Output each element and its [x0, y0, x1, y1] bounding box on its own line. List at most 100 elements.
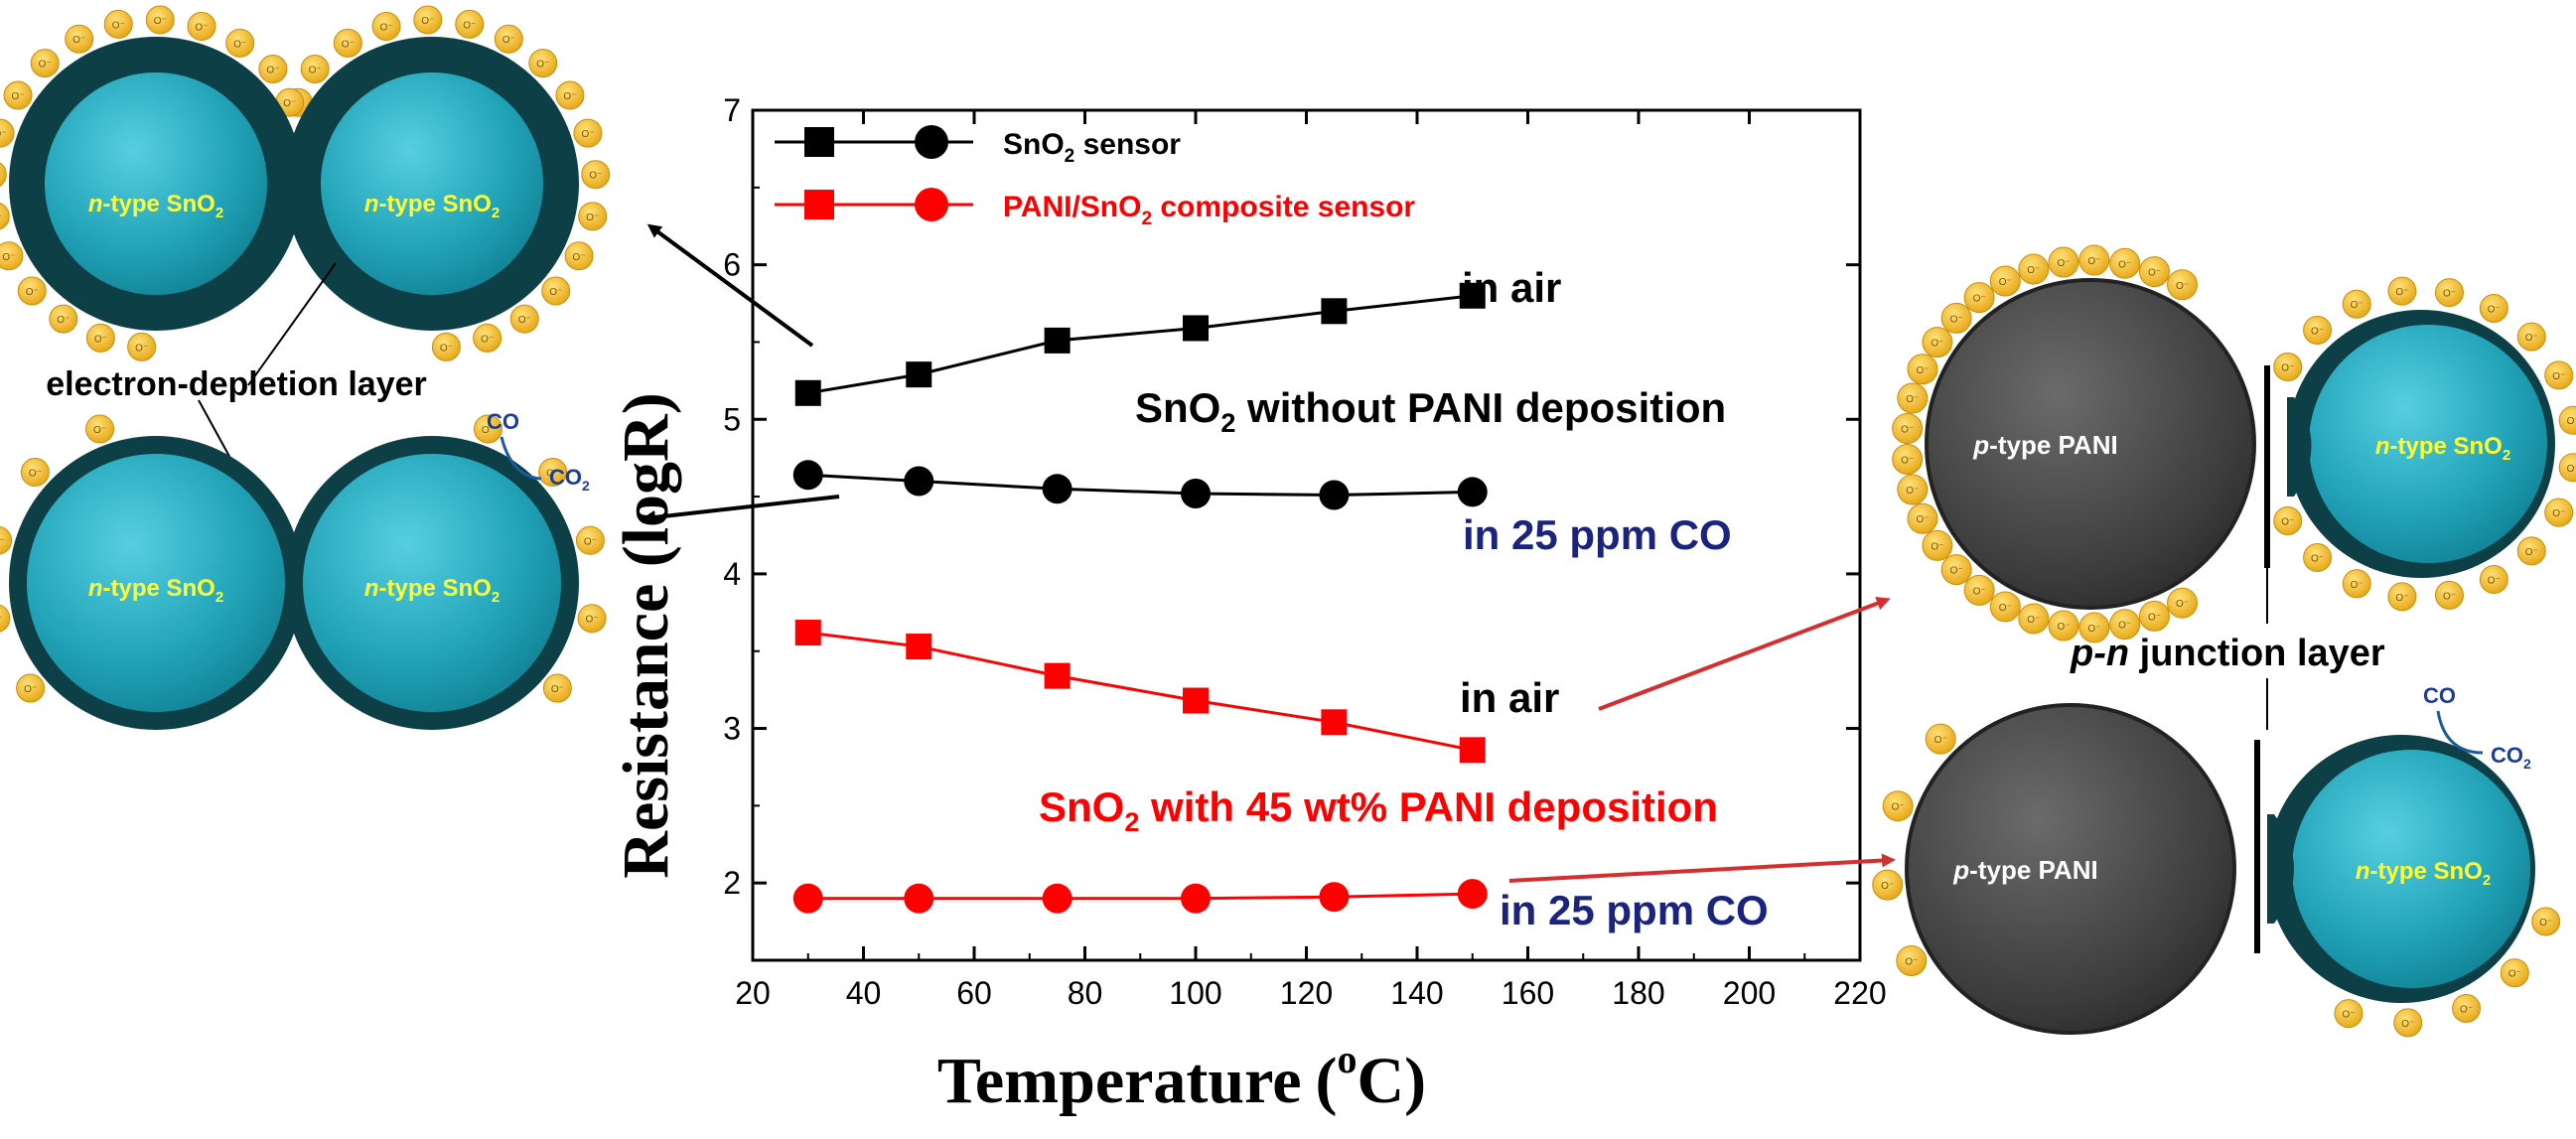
- oxygen-ion: [578, 202, 608, 231]
- oxygen-ion-label: O⁻: [536, 60, 549, 71]
- oxygen-ion-label: O⁻: [2401, 1019, 2414, 1030]
- y-axis-title: Resistance (logR): [610, 392, 682, 878]
- series-line-2: [807, 631, 1474, 752]
- oxygen-ion: [509, 304, 539, 334]
- series-line-3: [807, 892, 1473, 901]
- data-point: [1459, 282, 1486, 309]
- oxygen-ion-label: O⁻: [1901, 455, 1914, 466]
- series-line-1: [807, 473, 1473, 498]
- oxygen-ion: [2273, 506, 2303, 535]
- oxygen-ion: [1940, 554, 1972, 586]
- oxygen-ion-label: O⁻: [0, 129, 7, 140]
- oxygen-ion-label: O⁻: [112, 20, 125, 31]
- particle-label: n-type SnO2: [364, 191, 500, 221]
- oxygen-ion-label: O⁻: [2027, 265, 2040, 276]
- data-point: [1042, 883, 1073, 914]
- oxygen-ion: [1925, 723, 1956, 755]
- particle-label: n-type SnO2: [2356, 858, 2491, 889]
- oxygen-ion: [49, 304, 78, 334]
- oxygen-ion: [0, 525, 13, 555]
- oxygen-ion-label: O⁻: [2281, 517, 2294, 528]
- oxygen-ion-label: O⁻: [2351, 580, 2363, 591]
- oxygen-ion: [2334, 999, 2363, 1029]
- oxygen-ion-label: O⁻: [1892, 802, 1905, 813]
- oxygen-ion-label: O⁻: [24, 684, 37, 695]
- oxygen-ion-label: O⁻: [2027, 615, 2040, 626]
- left-bottom-particle-1: n-type SnO2: [9, 436, 303, 730]
- data-point: [904, 883, 934, 914]
- co-label: CO: [2423, 683, 2456, 708]
- oxygen-ion-label: O⁻: [440, 343, 453, 354]
- oxygen-ion-label: O⁻: [26, 287, 39, 298]
- co2-label: CO2: [2491, 743, 2531, 772]
- oxygen-ion-label: O⁻: [94, 334, 107, 345]
- callout-arrow-pani-air: [1598, 597, 1891, 711]
- oxygen-ion: [1989, 265, 2021, 297]
- oxygen-ion: [258, 55, 288, 84]
- oxygen-ion: [30, 49, 60, 78]
- oxygen-ion: [2393, 1008, 2423, 1038]
- left-top-particle-1: n-type SnO2: [9, 37, 303, 331]
- x-tick-label: 180: [1612, 975, 1664, 1011]
- oxygen-ion-label: O⁻: [72, 35, 85, 46]
- co-reaction-path: [2436, 710, 2484, 755]
- oxygen-ion: [541, 276, 571, 306]
- data-point: [1321, 298, 1348, 325]
- oxygen-ion-label: O⁻: [12, 91, 25, 102]
- x-axis-ticks: 20 40 60 80 100 120 140 160 180 200 220: [735, 110, 1887, 1011]
- data-point: [906, 634, 932, 660]
- oxygen-ion-label: O⁻: [1905, 957, 1918, 968]
- x-axis-title: Temperature (oC): [937, 1037, 1426, 1117]
- oxygen-ion: [1989, 591, 2021, 623]
- oxygen-ion-label: O⁻: [589, 171, 602, 182]
- oxygen-ion: [2167, 587, 2198, 619]
- legend-label-pani: PANI/SnO2 composite sensor: [1003, 191, 1415, 229]
- data-point: [794, 379, 821, 406]
- left-co-reaction: CO CO2: [487, 409, 590, 494]
- right-top-sno2-particle: n-type SnO2: [2287, 310, 2555, 578]
- x-tick-label: 200: [1723, 975, 1776, 1011]
- data-point: [1457, 879, 1488, 910]
- oxygen-ion: [0, 241, 24, 271]
- oxygen-ion-label: O⁻: [1973, 294, 1986, 305]
- oxygen-ion: [2048, 610, 2079, 641]
- oxygen-ion-label: O⁻: [584, 536, 597, 547]
- oxygen-ion-label: O⁻: [2118, 259, 2131, 270]
- oxygen-ion-label: O⁻: [2443, 289, 2456, 300]
- oxygen-ion-label: O⁻: [2, 252, 15, 263]
- right-bottom-pani-particle: p-type PANI: [1905, 703, 2236, 1035]
- y-tick-label: 2: [723, 865, 741, 901]
- oxygen-ion: [2109, 609, 2141, 641]
- oxygen-ion: [2078, 244, 2110, 276]
- oxygen-ion: [127, 332, 157, 361]
- oxygen-ion: [16, 673, 46, 703]
- data-point: [1459, 737, 1486, 764]
- oxygen-ion: [0, 118, 15, 148]
- data-point: [1044, 327, 1071, 354]
- x-tick-label: 160: [1502, 975, 1554, 1011]
- oxygen-ion-label: O⁻: [283, 98, 296, 109]
- oxygen-ion: [2303, 543, 2333, 573]
- oxygen-ion-label: O⁻: [93, 425, 106, 436]
- oxygen-ion: [1907, 502, 1938, 534]
- right-bottom-sno2-particle: n-type SnO2: [2267, 735, 2535, 1003]
- oxygen-ion-label: O⁻: [1950, 566, 1963, 577]
- oxygen-ion-label: O⁻: [57, 315, 70, 326]
- data-point: [1181, 883, 1211, 914]
- oxygen-ion: [2387, 276, 2417, 306]
- data-point: [794, 620, 821, 646]
- oxygen-ion: [555, 80, 585, 110]
- oxygen-ion: [2434, 278, 2464, 308]
- oxygen-ion-label: O⁻: [29, 469, 42, 480]
- y-tick-label: 7: [723, 92, 741, 128]
- oxygen-ion-label: O⁻: [2488, 576, 2501, 587]
- oxygen-ion-label: O⁻: [1916, 514, 1929, 525]
- data-point: [904, 466, 934, 497]
- oxygen-ion: [1882, 790, 1914, 822]
- annotation-in-air-bottom: in air: [1460, 674, 1559, 721]
- oxygen-ion: [473, 323, 502, 353]
- data-point: [1457, 477, 1488, 507]
- x-tick-label: 60: [956, 975, 992, 1011]
- oxygen-ion: [2531, 907, 2561, 936]
